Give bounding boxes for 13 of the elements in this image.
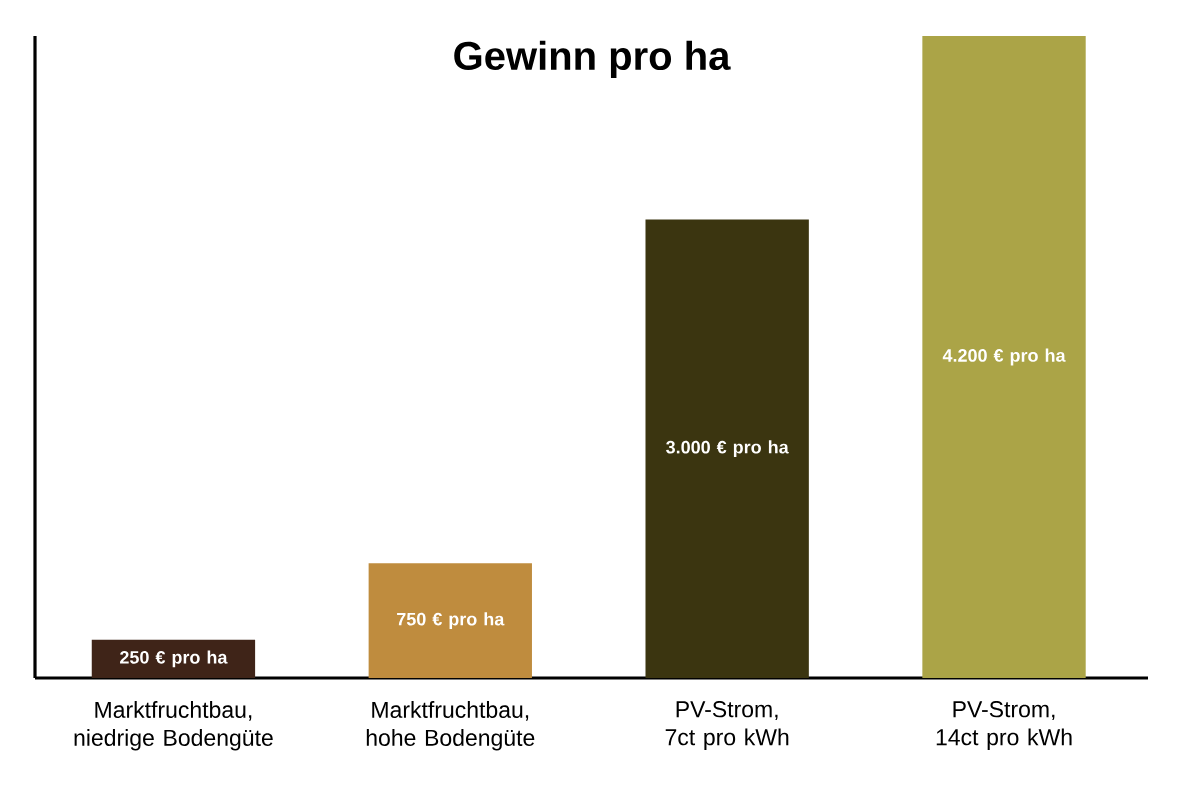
chart-title: Gewinn pro ha [454,40,731,78]
data-label: 250 € pro ha [120,650,228,668]
x-tick-label: Marktfruchtbau, hohe Bodengüte [366,701,535,751]
data-label: 4.200 € pro ha [942,348,1066,366]
data-label: 3.000 € pro ha [666,440,789,458]
x-tick-label: Marktfruchtbau, niedrige Bodengüte [74,701,273,751]
bar [922,36,1086,678]
x-tick-label: PV-Strom, 7ct pro kWh [665,701,789,750]
bar [368,563,532,678]
bar [645,219,809,678]
x-tick-label: PV-Strom, 14ct pro kWh [936,701,1072,750]
data-label: 750 € pro ha [397,612,505,630]
bar [91,639,256,678]
